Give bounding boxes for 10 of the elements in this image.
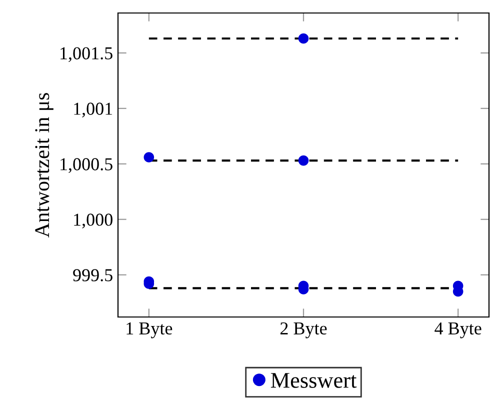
y-tick-label: 1,001: [74, 102, 112, 118]
x-tick-label: 1 Byte: [126, 322, 172, 338]
x-tick-label: 4 Byte: [434, 322, 482, 338]
legend-label: Messwert: [270, 373, 357, 388]
y-tick-label: 1,001.5: [60, 47, 112, 62]
y-tick-label: 1,000: [74, 214, 112, 228]
y-axis-title: Antwortzeit in μs: [35, 93, 54, 238]
x-tick-label: 2 Byte: [280, 322, 327, 338]
y-tick-label: 1,000.5: [60, 158, 112, 173]
y-tick-label: 999.5: [73, 269, 112, 282]
